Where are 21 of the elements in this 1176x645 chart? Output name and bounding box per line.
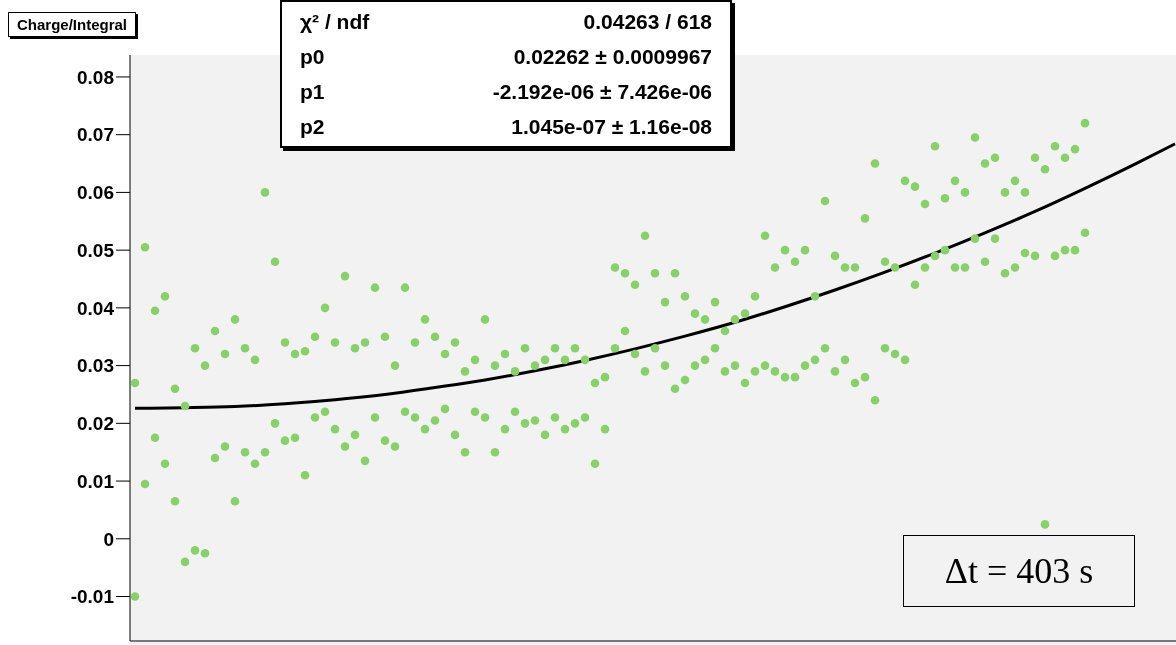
chart-title: Charge/Integral (8, 12, 137, 37)
y-tick-label: 0.01 (77, 470, 115, 492)
text: χ² / ndf (300, 9, 370, 34)
y-tick-label: -0.01 (70, 586, 115, 608)
y-tick-label: 0 (103, 528, 114, 550)
y-tick-label: 0.03 (77, 355, 114, 377)
y-tick-label: 0.02 (77, 413, 114, 435)
y-tick-label: 0.04 (77, 297, 115, 319)
y-tick-label: 0.08 (77, 66, 114, 88)
y-tick-label: 0.07 (77, 124, 114, 146)
annotation: p1 (300, 79, 325, 104)
annotation: p2 (300, 114, 325, 139)
y-tick-label: 0.06 (77, 182, 114, 204)
line-series (133, 142, 1176, 410)
annotation: 1.045e-07 ± 1.16e-08 (511, 114, 712, 139)
annotation: -2.192e-06 ± 7.426e-06 (492, 79, 712, 104)
annotation: Δt = 403 s (903, 535, 1135, 607)
annotation: 0.02262 ± 0.0009967 (513, 44, 712, 69)
y-tick-label: 0.05 (77, 239, 115, 261)
annotation: p0 (300, 44, 325, 69)
text: 0.04263 / 618 (583, 9, 712, 34)
